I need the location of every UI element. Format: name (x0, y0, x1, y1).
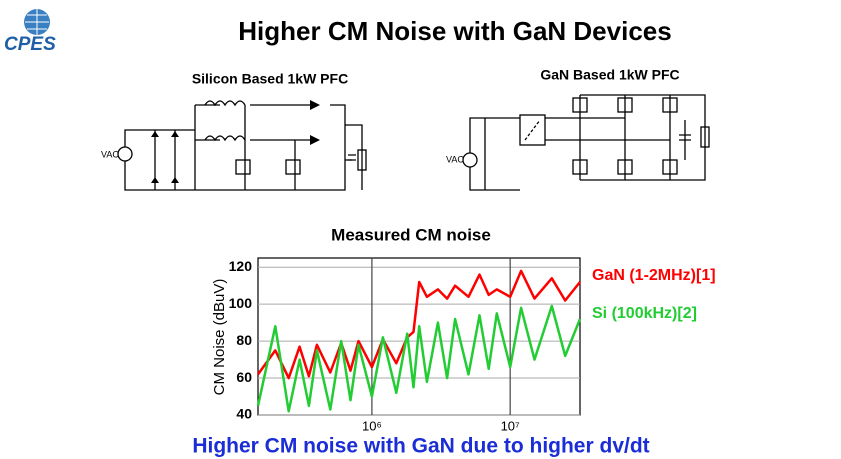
plot (256, 258, 582, 416)
gan-circuit (462, 94, 710, 191)
slide-title: Higher CM Noise with GaN Devices (238, 16, 671, 46)
footer-text: Higher CM noise with GaN due to higher d… (192, 435, 649, 458)
silicon-circuit (117, 100, 367, 191)
series-line (256, 304, 582, 413)
circuit-title: Silicon Based 1kW PFC (192, 71, 348, 87)
y-tick-label: 60 (236, 369, 252, 385)
legend-label: GaN (1-2MHz)[1] (592, 267, 716, 284)
x-tick-label: 10⁷ (501, 418, 520, 433)
x-tick-label: 10⁶ (362, 418, 382, 433)
circuit-title: GaN Based 1kW PFC (540, 67, 679, 83)
source-label: VAC (101, 149, 119, 159)
source-label: VAC (446, 154, 464, 164)
y-tick-label: 80 (236, 332, 252, 348)
chart-title: Measured CM noise (331, 225, 491, 244)
y-axis-label: CM Noise (dBuV) (211, 279, 228, 396)
logo-text: CPES (4, 34, 56, 55)
logo-lines (25, 9, 49, 35)
y-tick-label: 40 (236, 406, 252, 422)
series-line (256, 269, 581, 380)
legend-label: Si (100kHz)[2] (592, 305, 697, 322)
y-tick-label: 120 (229, 258, 253, 274)
y-tick-label: 100 (229, 295, 253, 311)
